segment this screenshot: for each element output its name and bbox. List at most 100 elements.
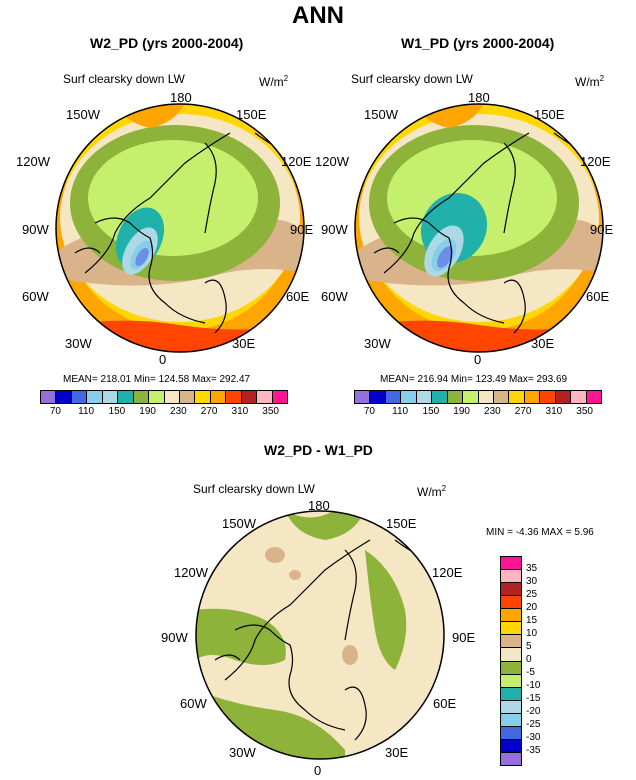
right-lon-30w: 30W xyxy=(364,336,391,351)
colorbar-swatch xyxy=(501,726,521,740)
colorbar-tick-label: 190 xyxy=(453,406,470,417)
colorbar-swatch xyxy=(241,391,258,403)
colorbar-swatch xyxy=(401,391,417,403)
right-lon-180: 180 xyxy=(468,90,490,105)
map-border xyxy=(354,103,604,353)
colorbar-swatch xyxy=(210,391,227,403)
map-band-tan-2 xyxy=(265,547,285,563)
colorbar-swatch xyxy=(447,391,464,403)
left-lon-180: 180 xyxy=(170,90,192,105)
colorbar-swatch xyxy=(571,391,587,403)
right-lon-90e: 90E xyxy=(590,222,614,237)
colorbar-tick-label: -20 xyxy=(526,706,541,717)
right-lon-120w: 120W xyxy=(315,154,349,169)
map-band-green-top xyxy=(285,511,365,540)
map-band-blue xyxy=(135,247,149,267)
colorbar-tick-label: 270 xyxy=(200,406,218,417)
page-title: ANN xyxy=(292,2,344,29)
colorbar-tick-label: 110 xyxy=(78,406,95,417)
colorbar-swatch xyxy=(226,391,242,403)
right-units: W/m2 xyxy=(575,74,605,89)
colorbar-tick-label: 25 xyxy=(526,589,538,600)
diff-lon-120e: 120E xyxy=(432,565,463,580)
colorbar-tick-label: 350 xyxy=(262,406,279,417)
left-lon-90w: 90W xyxy=(22,222,49,237)
colorbar-tick-label: 30 xyxy=(526,576,538,587)
map-band-red xyxy=(355,320,603,352)
diff-lon-60e: 60E xyxy=(433,696,457,711)
colorbar-swatch xyxy=(501,713,521,727)
right-colorbar xyxy=(354,390,602,404)
colorbar-swatch xyxy=(501,700,521,714)
colorbar-swatch xyxy=(501,687,521,701)
colorbar-swatch xyxy=(501,596,521,610)
colorbar-tick-label: 230 xyxy=(484,406,501,417)
left-stats: MEAN= 218.01 Min= 124.58 Max= 292.47 xyxy=(63,374,251,385)
diff-lon-60w: 60W xyxy=(180,696,207,711)
right-variable-label: Surf clearsky down LW xyxy=(351,72,473,86)
right-panel-title: W1_PD (yrs 2000-2004) xyxy=(401,35,555,51)
left-units: W/m2 xyxy=(259,74,289,89)
left-lon-120e: 120E xyxy=(281,154,312,169)
diff-lon-120w: 120W xyxy=(174,565,208,580)
colorbar-swatch xyxy=(164,391,180,403)
map-band-blue xyxy=(437,246,453,268)
left-lon-60e: 60E xyxy=(286,289,310,304)
colorbar-swatch xyxy=(272,391,287,403)
colorbar-tick-label: 350 xyxy=(576,406,593,417)
map-band-tan-3 xyxy=(289,570,301,580)
left-lon-90e: 90E xyxy=(290,222,314,237)
colorbar-swatch xyxy=(524,391,541,403)
colorbar-tick-label: 150 xyxy=(422,406,440,417)
colorbar-swatch xyxy=(133,391,150,403)
diff-lon-30e: 30E xyxy=(385,745,409,760)
colorbar-swatch xyxy=(179,391,196,403)
colorbar-swatch xyxy=(432,391,448,403)
colorbar-swatch xyxy=(149,391,165,403)
right-polar-map xyxy=(354,103,604,353)
left-colorbar xyxy=(40,390,288,404)
map-band-green-left xyxy=(196,608,286,665)
colorbar-swatch xyxy=(501,752,521,765)
right-lon-0: 0 xyxy=(474,352,482,367)
map-border xyxy=(55,103,305,353)
diff-lon-30w: 30W xyxy=(229,745,256,760)
colorbar-swatch xyxy=(71,391,88,403)
colorbar-tick-label: 110 xyxy=(392,406,409,417)
coastlines xyxy=(74,132,291,334)
left-lon-30e: 30E xyxy=(232,336,256,351)
colorbar-swatch xyxy=(501,622,521,636)
right-lon-150w: 150W xyxy=(364,107,398,122)
diff-units: W/m2 xyxy=(417,484,447,499)
colorbar-tick-label: -25 xyxy=(526,719,541,730)
diff-lon-90w: 90W xyxy=(161,630,188,645)
colorbar-swatch xyxy=(102,391,119,403)
colorbar-swatch xyxy=(509,391,525,403)
colorbar-tick-label: 0 xyxy=(526,654,532,665)
diff-stats: MIN = -4.36 MAX = 5.96 xyxy=(486,527,594,538)
colorbar-swatch xyxy=(493,391,510,403)
diff-lon-150e: 150E xyxy=(386,516,417,531)
colorbar-tick-label: 230 xyxy=(170,406,187,417)
colorbar-tick-label: -35 xyxy=(526,745,541,756)
map-border xyxy=(195,510,445,760)
colorbar-tick-label: -10 xyxy=(526,680,541,691)
diff-colorbar-ticks: 35 30 25 20 15 10 5 0 -5 -10 -15 -20 -25 -30 -35 xyxy=(526,556,556,764)
colorbar-tick-label: 270 xyxy=(514,406,532,417)
diff-colorbar xyxy=(500,556,522,766)
colorbar-swatch xyxy=(501,570,521,584)
colorbar-swatch xyxy=(501,739,521,753)
colorbar-swatch xyxy=(463,391,479,403)
coastlines xyxy=(373,132,590,334)
colorbar-swatch xyxy=(56,391,72,403)
left-polar-map xyxy=(55,103,305,353)
map-band-tan-1 xyxy=(342,645,358,665)
colorbar-tick-label: -5 xyxy=(526,667,535,678)
colorbar-tick-label: -15 xyxy=(526,693,541,704)
colorbar-swatch xyxy=(41,391,57,403)
left-lon-150e: 150E xyxy=(236,107,267,122)
colorbar-tick-label: 10 xyxy=(526,628,538,639)
colorbar-swatch xyxy=(501,648,521,662)
colorbar-swatch xyxy=(416,391,433,403)
colorbar-tick-label: 310 xyxy=(545,406,563,417)
